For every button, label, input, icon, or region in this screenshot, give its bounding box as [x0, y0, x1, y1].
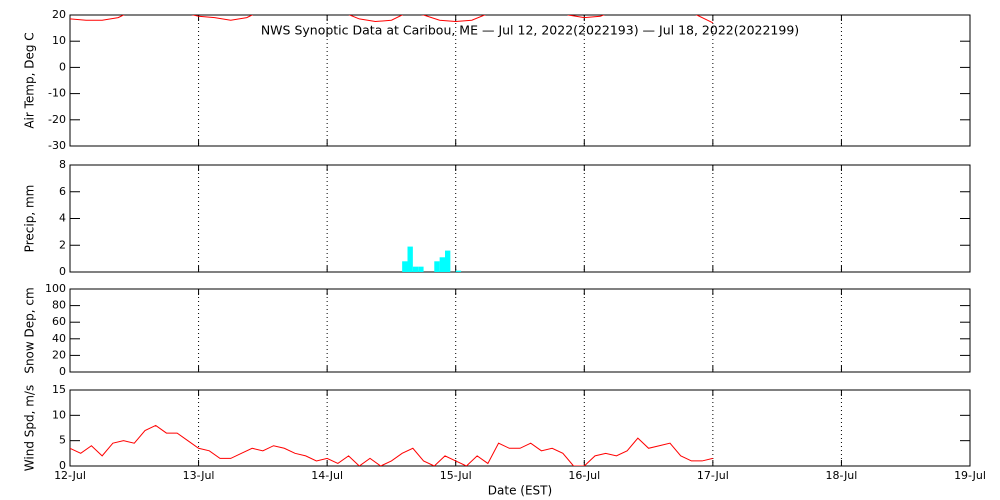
- y-tick-label: 15: [52, 383, 66, 396]
- data-line: [70, 424, 713, 466]
- y-tick-label: 0: [59, 459, 66, 472]
- plot-frame: [69, 288, 971, 373]
- y-tick-label: 10: [52, 408, 66, 421]
- x-tick-label: 13-Jul: [183, 469, 215, 482]
- y-axis-label: Snow Dep, cm: [23, 287, 37, 373]
- y-tick-label: 80: [52, 299, 66, 312]
- plot-area: [70, 15, 714, 24]
- x-tick-label: 18-Jul: [825, 469, 857, 482]
- y-tick-label: 10: [52, 34, 66, 47]
- x-tick-label: 14-Jul: [311, 469, 343, 482]
- y-tick-label: 2: [59, 238, 66, 251]
- plot-frame: [69, 389, 971, 467]
- y-tick-label: 8: [59, 158, 66, 171]
- bar: [439, 257, 445, 272]
- x-axis-label: Date (EST): [488, 484, 552, 498]
- bar: [412, 266, 419, 272]
- y-tick-label: 4: [59, 212, 66, 225]
- chart-title: NWS Synoptic Data at Caribou, ME — Jul 1…: [261, 23, 799, 38]
- data-line: [70, 15, 714, 24]
- x-tick-label: 19-Jul: [954, 469, 986, 482]
- plot-frame: [69, 164, 971, 273]
- y-tick-label: 20: [52, 348, 66, 361]
- x-tick-label: 17-Jul: [697, 469, 729, 482]
- y-tick-label: 40: [52, 332, 66, 345]
- y-tick-label: -10: [48, 87, 66, 100]
- y-tick-label: 0: [59, 365, 66, 378]
- y-tick-label: 0: [59, 60, 66, 73]
- bar: [455, 270, 462, 272]
- y-tick-label: 20: [52, 8, 66, 21]
- x-tick-label: 15-Jul: [440, 469, 472, 482]
- y-tick-label: 60: [52, 315, 66, 328]
- y-tick-label: -20: [48, 113, 66, 126]
- y-tick-label: 6: [59, 185, 66, 198]
- bar: [445, 250, 451, 272]
- y-axis-label: Wind Spd, m/s: [23, 385, 37, 471]
- bar: [407, 246, 413, 272]
- y-axis-label: Precip, mm: [23, 185, 37, 253]
- bar: [434, 261, 440, 272]
- x-tick-label: 16-Jul: [568, 469, 600, 482]
- y-tick-label: 100: [45, 282, 66, 295]
- bar: [418, 266, 424, 272]
- x-tick-label: 12-Jul: [54, 469, 86, 482]
- plot-area: [402, 246, 462, 272]
- y-tick-label: 0: [59, 265, 66, 278]
- y-tick-label: -30: [48, 139, 66, 152]
- bar: [402, 261, 408, 272]
- plot-area: [70, 424, 713, 466]
- y-tick-label: 5: [59, 434, 66, 447]
- y-axis-label: Air Temp, Deg C: [23, 32, 37, 128]
- plot-frame: [69, 14, 971, 147]
